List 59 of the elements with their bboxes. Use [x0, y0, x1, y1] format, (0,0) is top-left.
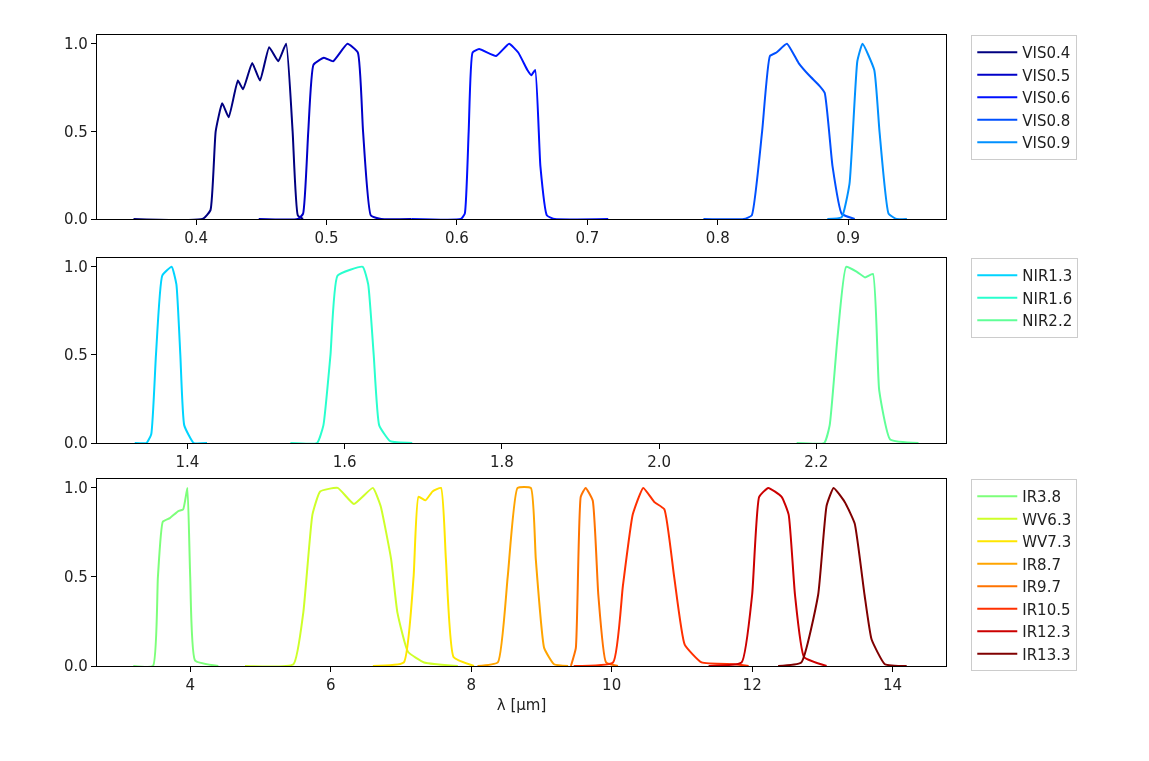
y-tick-label: 0.0 [63, 210, 88, 229]
legend-label: NIR1.6 [1022, 289, 1073, 308]
x-tick-label: 2.0 [647, 453, 671, 472]
y-tick-label: 1.0 [63, 35, 88, 54]
legend-label: NIR1.3 [1022, 267, 1073, 286]
legend-label: IR12.3 [1022, 623, 1071, 642]
line-series [132, 42, 305, 219]
line-series [826, 42, 908, 219]
legend-label: WV7.3 [1022, 533, 1072, 552]
x-tick-label: 0.9 [836, 229, 861, 248]
x-tick-label: 1.6 [332, 453, 357, 472]
legend-label: IR8.7 [1022, 555, 1061, 574]
legend-label: IR3.8 [1022, 488, 1061, 507]
legend-label: IR9.7 [1022, 578, 1061, 597]
y-tick-label: 1.0 [63, 479, 88, 498]
legend-label: NIR2.2 [1022, 312, 1073, 331]
x-tick-label: 1.4 [175, 453, 200, 472]
y-tick-label: 0.0 [63, 434, 88, 453]
line-series [702, 42, 856, 219]
legend-label: IR10.5 [1022, 600, 1071, 619]
line-series [133, 265, 209, 443]
legend-label: VIS0.4 [1022, 44, 1071, 63]
line-series [572, 486, 750, 666]
line-series [707, 486, 828, 666]
line-series [410, 42, 610, 219]
x-tick-label: 1.8 [489, 453, 514, 472]
y-tick-label: 0.5 [63, 346, 88, 365]
line-series [777, 486, 908, 666]
x-tick-label: 0.8 [705, 229, 730, 248]
x-tick-label: 8 [466, 676, 476, 695]
x-tick-label: 10 [602, 676, 622, 695]
line-series [132, 486, 220, 666]
y-tick-label: 1.0 [63, 258, 88, 277]
x-tick-label: 2.2 [804, 453, 829, 472]
line-series [476, 485, 570, 666]
y-tick-label: 0.0 [63, 657, 88, 676]
legend-label: VIS0.9 [1022, 134, 1071, 153]
x-tick-label: 12 [742, 676, 762, 695]
line-series [244, 486, 459, 666]
legend-label: IR13.3 [1022, 645, 1071, 664]
line-series [795, 265, 920, 443]
line-series [257, 42, 413, 219]
line-series [371, 486, 475, 666]
line-series [569, 486, 619, 666]
y-tick-label: 0.5 [63, 568, 88, 587]
x-tick-label: 0.4 [184, 229, 209, 248]
x-tick-label: 0.7 [575, 229, 600, 248]
y-tick-label: 0.5 [63, 122, 88, 141]
legend-label: VIS0.5 [1022, 66, 1071, 85]
legend-label: WV6.3 [1022, 510, 1072, 529]
legend-label: VIS0.6 [1022, 89, 1071, 108]
x-tick-label: 14 [883, 676, 903, 695]
x-tick-label: 6 [325, 676, 336, 695]
legend-label: VIS0.8 [1022, 111, 1071, 130]
x-tick-label: 4 [185, 676, 195, 695]
x-tick-label: 0.5 [314, 229, 339, 248]
x-axis-title: λ [μm] [496, 696, 547, 715]
x-tick-label: 0.6 [445, 229, 469, 248]
line-series [289, 265, 414, 443]
